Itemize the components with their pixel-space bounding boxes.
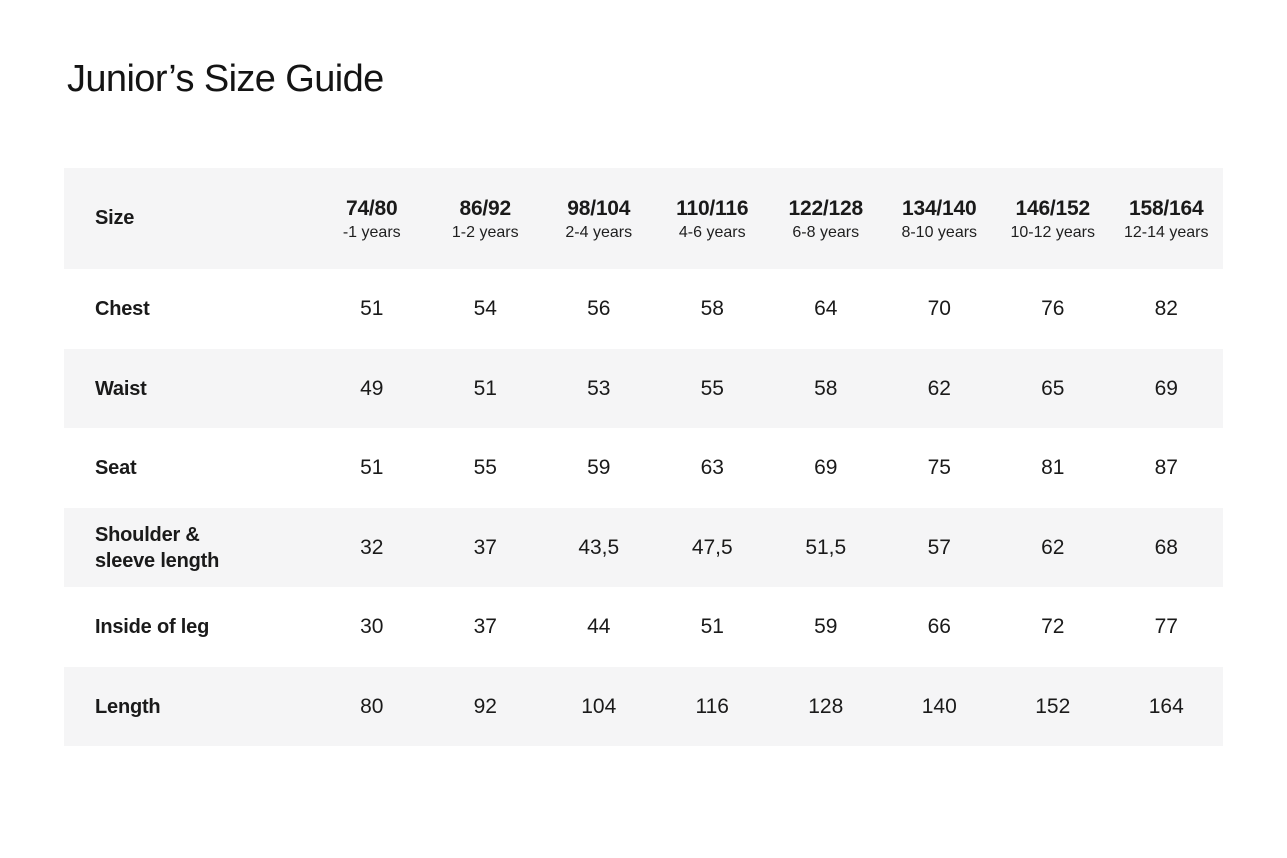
table-row-inside-of-leg: Inside of leg 30 37 44 51 59 66 72 77 — [64, 587, 1223, 667]
measurement-value: 62 — [927, 376, 951, 400]
measurement-value: 87 — [1154, 456, 1178, 480]
column-header: 158/164 12-14 years — [1110, 196, 1224, 242]
row-label: Inside of leg — [64, 614, 315, 640]
row-label-text: Inside of leg — [95, 616, 210, 639]
row-label-text: Length — [95, 695, 161, 718]
measurement-value: 56 — [587, 297, 611, 321]
column-header: 74/80 -1 years — [315, 196, 429, 242]
size-value: 134/140 — [901, 196, 977, 220]
measurement-value: 58 — [700, 297, 724, 321]
age-range: 1-2 years — [451, 223, 519, 241]
measurement-value: 59 — [587, 456, 611, 480]
measurement-value: 68 — [1154, 535, 1178, 559]
measurement-value: 47,5 — [691, 535, 733, 559]
column-header: 86/92 1-2 years — [429, 196, 543, 242]
measurement-value: 51 — [473, 376, 497, 400]
column-header: 98/104 2-4 years — [542, 196, 656, 242]
measurement-value: 65 — [1041, 376, 1065, 400]
column-header: 146/152 10-12 years — [996, 196, 1110, 242]
row-label-text: Waist — [95, 377, 147, 400]
row-label: Length — [64, 694, 315, 720]
table-row-seat: Seat 51 55 59 63 69 75 81 87 — [64, 428, 1223, 508]
measurement-value: 51 — [360, 456, 384, 480]
measurement-value: 55 — [700, 376, 724, 400]
size-value: 98/104 — [567, 196, 631, 220]
measurement-value: 140 — [921, 694, 957, 718]
measurement-value: 164 — [1148, 694, 1184, 718]
measurement-value: 37 — [473, 615, 497, 639]
table-row-shoulder-sleeve-length: Shoulder & sleeve length 32 37 43,5 47,5… — [64, 507, 1223, 588]
age-range: 4-6 years — [678, 223, 746, 241]
measurement-value: 66 — [927, 615, 951, 639]
age-range: 12-14 years — [1124, 223, 1209, 241]
age-range: 10-12 years — [1010, 223, 1096, 241]
measurement-value: 59 — [814, 615, 838, 639]
measurement-value: 77 — [1154, 615, 1178, 639]
measurement-value: 43,5 — [578, 535, 620, 559]
measurement-value: 63 — [700, 456, 724, 480]
row-label: Chest — [64, 296, 315, 322]
measurement-value: 116 — [695, 694, 729, 718]
measurement-value: 51 — [360, 297, 384, 321]
size-guide-table: Size 74/80 -1 years 86/92 1-2 years 98/1… — [64, 168, 1224, 747]
measurement-value: 104 — [581, 694, 617, 718]
measurement-value: 53 — [587, 376, 611, 400]
row-label-text: Shoulder & sleeve length — [95, 523, 220, 572]
measurement-value: 54 — [473, 297, 497, 321]
measurement-value: 70 — [927, 297, 951, 321]
table-row-waist: Waist 49 51 53 55 58 62 65 69 — [64, 348, 1223, 429]
measurement-value: 69 — [814, 456, 838, 480]
column-header: 122/128 6-8 years — [769, 196, 883, 242]
row-label: Waist — [64, 376, 315, 402]
size-value: 122/128 — [788, 196, 863, 220]
column-header: 134/140 8-10 years — [883, 196, 997, 242]
measurement-value: 37 — [473, 535, 497, 559]
table-row-chest: Chest 51 54 56 58 64 70 76 82 — [64, 269, 1223, 349]
size-value: 158/164 — [1128, 196, 1204, 220]
measurement-value: 55 — [473, 456, 497, 480]
column-header: 110/116 4-6 years — [656, 196, 770, 242]
header-size-label: Size — [95, 207, 135, 230]
measurement-value: 81 — [1041, 456, 1065, 480]
measurement-value: 128 — [808, 694, 844, 718]
table-header-row: Size 74/80 -1 years 86/92 1-2 years 98/1… — [64, 168, 1224, 270]
measurement-value: 80 — [360, 694, 384, 718]
row-label: Seat — [64, 455, 315, 481]
measurement-value: 58 — [814, 376, 838, 400]
age-range: 8-10 years — [901, 223, 978, 241]
measurement-value: 62 — [1041, 535, 1065, 559]
measurement-value: 49 — [360, 376, 384, 400]
measurement-value: 32 — [360, 535, 384, 559]
measurement-value: 30 — [360, 615, 384, 639]
measurement-value: 51,5 — [805, 535, 847, 559]
measurement-value: 72 — [1041, 615, 1065, 639]
row-label: Shoulder & sleeve length — [64, 522, 315, 574]
size-value: 86/92 — [459, 196, 512, 220]
measurement-value: 82 — [1154, 297, 1178, 321]
row-label-text: Seat — [95, 457, 137, 480]
measurement-value: 64 — [814, 297, 838, 321]
measurement-value: 76 — [1041, 297, 1065, 321]
page-title: Junior’s Size Guide — [67, 58, 384, 100]
measurement-value: 44 — [587, 615, 611, 639]
size-value: 146/152 — [1015, 196, 1090, 220]
size-value: 74/80 — [345, 196, 398, 220]
measurement-value: 51 — [700, 615, 724, 639]
measurement-value: 69 — [1154, 376, 1178, 400]
measurement-value: 92 — [473, 694, 497, 718]
age-range: -1 years — [342, 223, 401, 241]
table-row-length: Length 80 92 104 116 128 140 152 164 — [64, 666, 1223, 747]
age-range: 6-8 years — [792, 223, 860, 241]
measurement-value: 57 — [927, 535, 951, 559]
measurement-value: 152 — [1035, 694, 1071, 718]
age-range: 2-4 years — [565, 223, 633, 241]
size-value: 110/116 — [676, 196, 749, 220]
row-label-text: Chest — [95, 298, 150, 321]
measurement-value: 75 — [927, 456, 951, 480]
